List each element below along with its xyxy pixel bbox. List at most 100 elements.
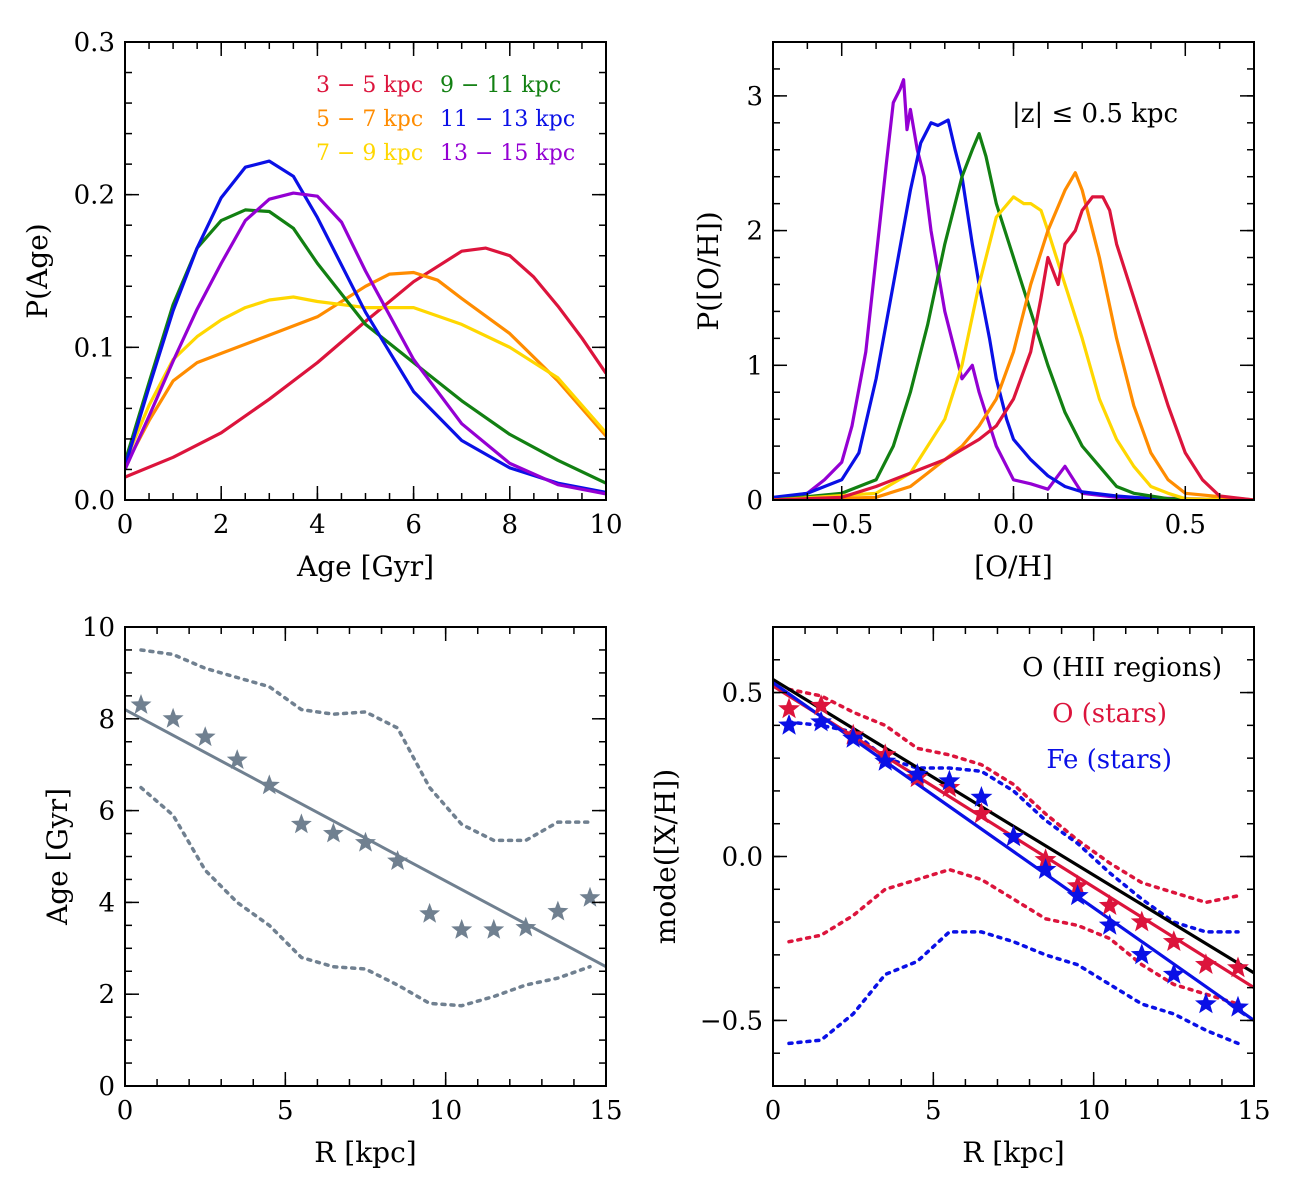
panel-age_r: 0 5 10 15 0 2 4 6 8 10 R [kpc] Age [Gyr] xyxy=(41,613,623,1169)
star-marker-blue xyxy=(874,749,897,771)
y-axis-label: P(Age) xyxy=(21,223,54,318)
star-marker xyxy=(323,822,344,843)
y-axis-label: mode([X/H]) xyxy=(649,769,682,944)
x-tick-label: 5 xyxy=(277,1096,294,1126)
star-marker-blue xyxy=(810,710,832,732)
y-axis-label: P([O/H]) xyxy=(692,211,725,330)
plot-area xyxy=(125,648,606,1008)
x-tick-label: 15 xyxy=(589,1096,622,1126)
x-axis-label: R [kpc] xyxy=(962,1136,1064,1169)
legend-entry: 9 − 11 kpc xyxy=(440,73,561,98)
panel-age_dist: 0 2 4 6 8 10 0.0 0.1 0.2 0.3 Age [Gyr] P(Age) 3 − 5 … xyxy=(21,28,623,583)
dotted-range-blue xyxy=(787,930,1240,1046)
star-marker-blue xyxy=(1066,884,1089,906)
dotted-range-crimson xyxy=(787,867,1240,1006)
star-marker xyxy=(579,886,601,907)
x-axis-label: Age [Gyr] xyxy=(296,550,434,583)
star-marker xyxy=(130,694,152,714)
y-tick-label: 0 xyxy=(98,1072,115,1102)
star-marker-blue xyxy=(1002,825,1025,847)
y-tick-label: 10 xyxy=(82,613,115,643)
series-line-blue xyxy=(125,159,606,494)
dotted-range-crimson xyxy=(787,687,1240,905)
x-tick-label: 0 xyxy=(117,1096,134,1126)
y-tick-label: 2 xyxy=(746,217,763,247)
star-marker-blue xyxy=(1195,992,1217,1014)
y-tick-label: 0.2 xyxy=(74,181,115,211)
y-tick-label: 0.5 xyxy=(722,679,763,709)
star-marker-crimson xyxy=(1162,930,1185,951)
star-marker-blue xyxy=(1034,858,1057,879)
star-marker-blue xyxy=(1098,913,1121,935)
x-tick-label: 15 xyxy=(1237,1096,1270,1126)
plot-area xyxy=(125,159,606,496)
star-marker xyxy=(162,707,184,728)
star-marker-blue xyxy=(970,786,993,807)
y-tick-label: 0 xyxy=(746,486,763,516)
x-tick-label: 10 xyxy=(1077,1096,1110,1126)
star-marker-crimson xyxy=(1195,953,1217,974)
x-tick-label: 0 xyxy=(117,510,134,540)
star-marker xyxy=(194,726,216,747)
x-tick-label: 10 xyxy=(589,510,622,540)
star-marker xyxy=(290,813,312,834)
star-marker-blue xyxy=(1162,963,1185,984)
star-marker-blue xyxy=(938,769,961,791)
star-marker-blue xyxy=(778,713,800,735)
series-line-orange xyxy=(773,171,1254,500)
star-marker xyxy=(419,902,441,923)
annotation-text: |z| ≤ 0.5 kpc xyxy=(1012,99,1178,129)
series-line-green xyxy=(773,132,1254,500)
y-tick-label: −0.5 xyxy=(700,1006,763,1036)
star-marker-crimson xyxy=(938,776,961,797)
y-tick-label: 3 xyxy=(746,82,763,112)
series-line-purple xyxy=(773,78,1254,500)
star-marker-blue xyxy=(1130,943,1153,965)
star-marker xyxy=(451,918,473,939)
star-marker xyxy=(226,749,248,769)
star-marker-blue xyxy=(906,763,929,784)
x-tick-label: 6 xyxy=(405,510,422,540)
y-tick-label: 1 xyxy=(746,351,763,381)
legend-entry: 3 − 5 kpc xyxy=(316,73,423,98)
x-tick-label: −0.5 xyxy=(810,510,873,540)
series-line-gold xyxy=(125,295,606,463)
star-marker-crimson xyxy=(778,697,800,719)
legend-entry: 11 − 13 kpc xyxy=(440,107,575,132)
star-marker xyxy=(515,916,537,937)
x-tick-label: 0.5 xyxy=(1165,510,1206,540)
legend-entry: 5 − 7 kpc xyxy=(316,107,423,132)
series-line-crimson xyxy=(773,195,1254,500)
dotted-range-blue xyxy=(787,720,1240,934)
plot-area xyxy=(773,78,1254,500)
lower-bound-dotted-line xyxy=(139,785,592,1008)
star-marker xyxy=(483,918,505,939)
star-marker xyxy=(547,900,569,921)
y-tick-label: 0.3 xyxy=(74,28,115,58)
panel-oh_dist: −0.5 0.0 0.5 0 1 2 3 [O/H] P([O/H]) |z| ≤ 0.5 kpc xyxy=(692,41,1255,583)
x-tick-label: 0.0 xyxy=(993,510,1034,540)
series-line-blue xyxy=(773,118,1254,500)
star-marker-blue xyxy=(1227,995,1249,1017)
y-tick-label: 6 xyxy=(98,797,115,827)
y-tick-label: 0.1 xyxy=(74,333,115,363)
panel-mode_xh: 0 5 10 15 −0.5 0.0 0.5 R [kpc] mode([X/H]) O (HII… xyxy=(649,626,1271,1169)
x-tick-label: 4 xyxy=(309,510,326,540)
y-tick-label: 2 xyxy=(98,980,115,1010)
plot-area xyxy=(773,678,1254,1046)
x-tick-label: 10 xyxy=(429,1096,462,1126)
x-axis-label: R [kpc] xyxy=(314,1136,416,1169)
series-line-gold xyxy=(773,195,1254,500)
x-tick-label: 2 xyxy=(213,510,230,540)
star-marker-blue xyxy=(842,727,865,748)
series-line-crimson xyxy=(125,246,606,479)
star-marker xyxy=(258,774,280,795)
x-tick-label: 8 xyxy=(502,510,519,540)
series-line-purple xyxy=(125,191,606,496)
star-marker-crimson xyxy=(1227,956,1249,978)
x-axis-label: [O/H] xyxy=(974,550,1053,583)
legend-entry: Fe (stars) xyxy=(1046,745,1172,775)
series-line-orange xyxy=(125,270,606,468)
y-axis-label: Age [Gyr] xyxy=(41,788,74,926)
